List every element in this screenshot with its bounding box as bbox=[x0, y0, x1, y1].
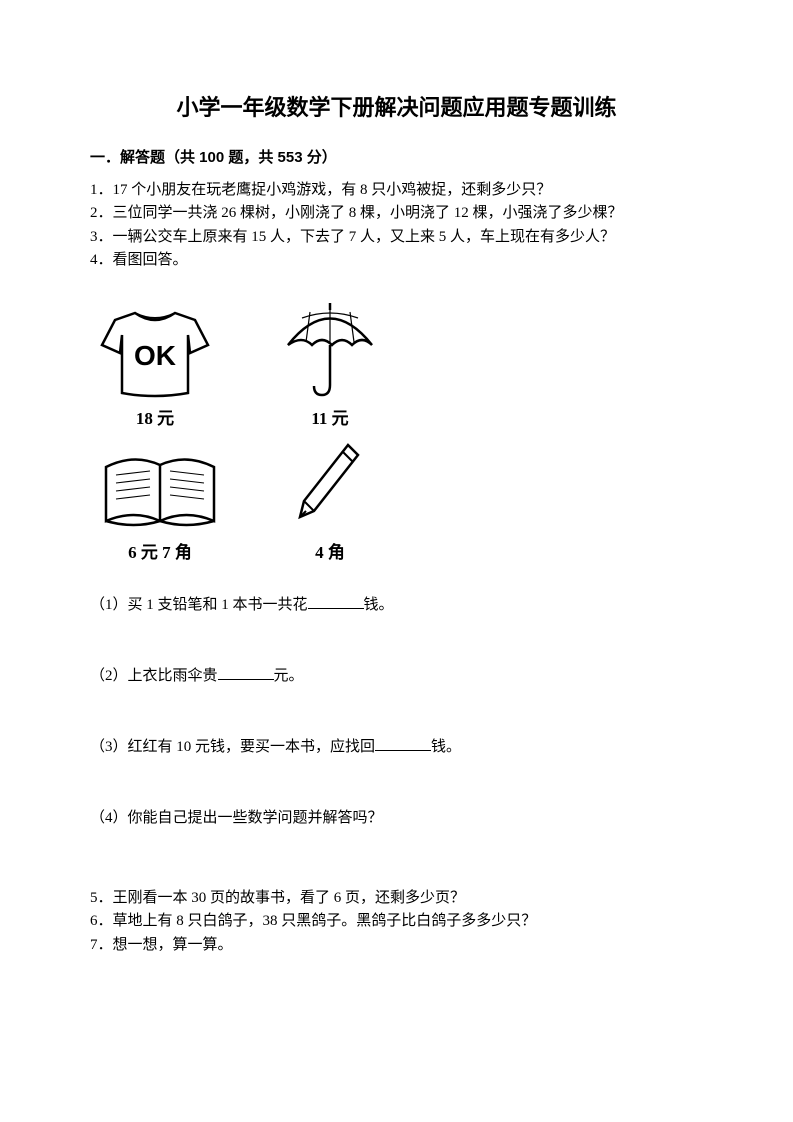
subq3-text-b: 钱。 bbox=[431, 739, 461, 755]
subq2-text-a: （2）上衣比雨伞贵 bbox=[90, 668, 218, 684]
subq3-text-a: （3）红红有 10 元钱，要买一本书，应找回 bbox=[90, 739, 375, 755]
item-row-2: 6 元 7 角 4 角 bbox=[100, 439, 703, 563]
questions-bottom: 5．王刚看一本 30 页的故事书，看了 6 页，还剩多少页？ 6．草地上有 8 … bbox=[90, 887, 703, 957]
question-1: 1．17 个小朋友在玩老鹰捉小鸡游戏，有 8 只小鸡被捉，还剩多少只？ bbox=[90, 179, 703, 202]
subq1-text-a: （1）买 1 支铅笔和 1 本书一共花 bbox=[90, 597, 308, 613]
shirt-price: 18 元 bbox=[136, 404, 174, 429]
question-6: 6．草地上有 8 只白鸽子，38 只黑鸽子。黑鸽子比白鸽子多多少只？ bbox=[90, 910, 703, 933]
book-price: 6 元 7 角 bbox=[128, 538, 192, 563]
subq2-text-b: 元。 bbox=[274, 668, 304, 684]
page-title: 小学一年级数学下册解决问题应用题专题训练 bbox=[90, 90, 703, 122]
subquestion-2: （2）上衣比雨伞贵 元。 bbox=[90, 664, 703, 685]
book-icon bbox=[100, 449, 220, 534]
blank-1 bbox=[308, 594, 364, 609]
question-4: 4．看图回答。 bbox=[90, 249, 703, 272]
question-2: 2．三位同学一共浇 26 棵树，小刚浇了 8 棵，小明浇了 12 棵，小强浇了多… bbox=[90, 202, 703, 225]
umbrella-price: 11 元 bbox=[311, 404, 348, 429]
svg-text:OK: OK bbox=[134, 340, 176, 371]
question-5: 5．王刚看一本 30 页的故事书，看了 6 页，还剩多少页？ bbox=[90, 887, 703, 910]
section-header: 一．解答题（共 100 题，共 553 分） bbox=[90, 146, 703, 167]
worksheet-page: 小学一年级数学下册解决问题应用题专题训练 一．解答题（共 100 题，共 553… bbox=[0, 0, 793, 957]
question-3: 3．一辆公交车上原来有 15 人，下去了 7 人，又上来 5 人，车上现在有多少… bbox=[90, 226, 703, 249]
tshirt-icon: OK bbox=[100, 305, 210, 400]
subquestion-1: （1）买 1 支铅笔和 1 本书一共花 钱。 bbox=[90, 593, 703, 614]
subq1-text-b: 钱。 bbox=[364, 597, 394, 613]
subquestion-4: （4）你能自己提出一些数学问题并解答吗？ bbox=[90, 806, 703, 827]
subquestion-3: （3）红红有 10 元钱，要买一本书，应找回 钱。 bbox=[90, 735, 703, 756]
item-umbrella: 11 元 bbox=[280, 300, 380, 429]
blank-3 bbox=[375, 736, 431, 751]
pencil-price: 4 角 bbox=[315, 538, 345, 563]
blank-2 bbox=[218, 665, 274, 680]
item-row-1: OK 18 元 11 元 bbox=[100, 300, 703, 429]
item-images: OK 18 元 11 元 bbox=[100, 300, 703, 563]
item-book: 6 元 7 角 bbox=[100, 449, 220, 563]
pencil-icon bbox=[290, 439, 370, 534]
item-pencil: 4 角 bbox=[290, 439, 370, 563]
umbrella-icon bbox=[280, 300, 380, 400]
item-shirt: OK 18 元 bbox=[100, 305, 210, 429]
question-7: 7．想一想，算一算。 bbox=[90, 934, 703, 957]
